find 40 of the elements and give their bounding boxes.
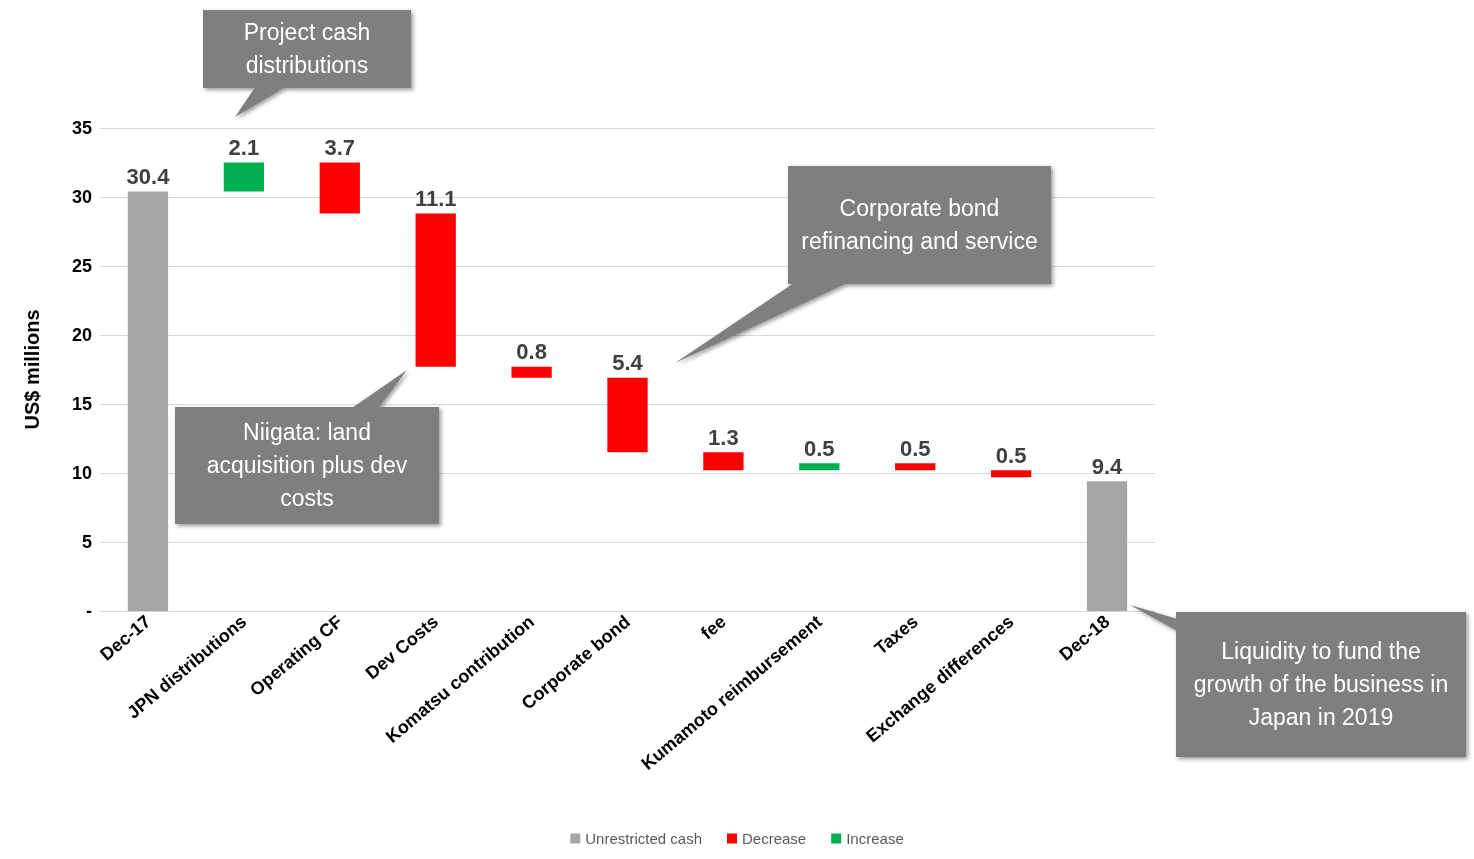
bar bbox=[703, 452, 744, 471]
speech-bubble: Project cash distributions bbox=[203, 10, 411, 117]
data-label: 30.4 bbox=[126, 163, 171, 189]
legend-label: Unrestricted cash bbox=[585, 830, 702, 847]
bar bbox=[511, 366, 552, 378]
y-tick-label: 5 bbox=[81, 532, 92, 552]
speech-bubble: Corporate bond refinancing and service bbox=[675, 166, 1051, 363]
data-label: 5.4 bbox=[612, 350, 644, 376]
legend-label: Decrease bbox=[741, 830, 807, 847]
annotation: Niigata: land acquisition plus dev costs bbox=[205, 418, 409, 513]
data-label: 9.4 bbox=[1091, 453, 1124, 479]
data-label: 0.5 bbox=[899, 435, 931, 461]
bar bbox=[799, 463, 840, 471]
speech-bubble: Niigata: land acquisition plus dev costs bbox=[175, 370, 439, 524]
bar bbox=[415, 213, 456, 367]
bar bbox=[895, 463, 936, 471]
data-label: 0.5 bbox=[995, 442, 1027, 468]
y-tick-label: - bbox=[86, 601, 92, 621]
bar bbox=[127, 191, 169, 611]
bar bbox=[319, 162, 360, 214]
data-label: 0.8 bbox=[516, 339, 547, 365]
data-label: 0.5 bbox=[804, 435, 835, 461]
bar bbox=[1086, 481, 1128, 611]
bar bbox=[991, 470, 1032, 478]
data-label: 3.7 bbox=[324, 135, 356, 160]
y-axis-title: US$ millions bbox=[21, 309, 43, 430]
annotation: Corporate bond refinancing and service bbox=[800, 194, 1039, 256]
speech-bubble: Liquidity to fund the growth of the business in Japan in 2019 bbox=[1130, 605, 1466, 757]
bar bbox=[223, 162, 264, 192]
y-tick-label: 30 bbox=[71, 187, 92, 207]
y-tick-label: 10 bbox=[71, 463, 92, 483]
data-label: 2.1 bbox=[228, 135, 260, 160]
legend-label: Increase bbox=[846, 830, 904, 847]
bar bbox=[607, 377, 648, 453]
y-tick-label: 25 bbox=[71, 256, 92, 276]
y-tick-label: 20 bbox=[71, 325, 92, 345]
y-tick-label: 35 bbox=[71, 118, 92, 138]
data-label: 1.3 bbox=[708, 424, 739, 450]
data-label: 11.1 bbox=[414, 186, 457, 212]
y-tick-label: 15 bbox=[71, 394, 92, 414]
